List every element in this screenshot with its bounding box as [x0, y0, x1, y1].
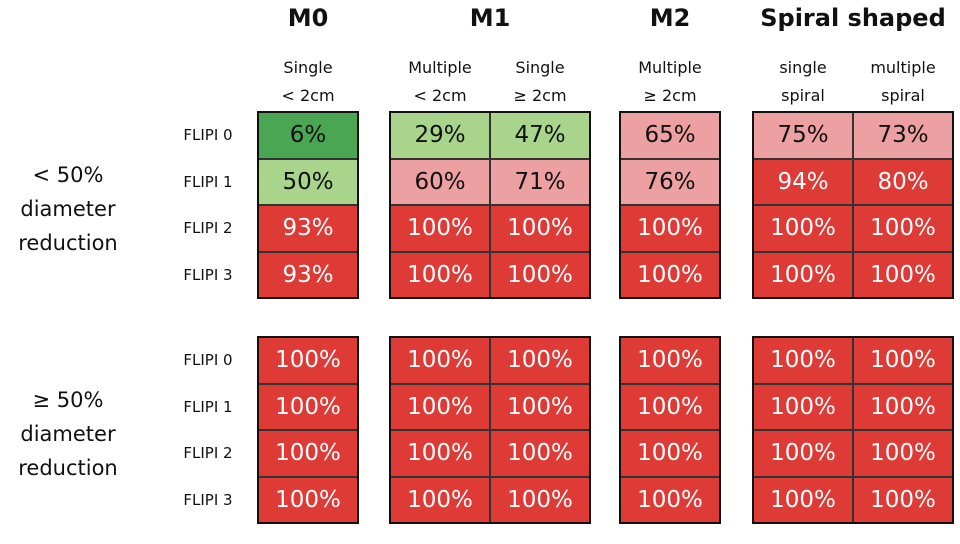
group-border — [257, 111, 359, 299]
cell: 71% — [490, 158, 590, 205]
column-header: < 2cm — [281, 86, 335, 105]
cell: 100% — [853, 251, 953, 298]
cell: 75% — [753, 112, 853, 159]
row-label: FLIPI 0 — [183, 351, 233, 369]
row-label: FLIPI 1 — [183, 397, 233, 416]
group-title: M2 — [649, 4, 691, 32]
section-label: ≥ 50% — [32, 388, 104, 412]
column-header: spiral — [881, 86, 925, 105]
cell: 60% — [390, 158, 490, 205]
cell: 100% — [390, 205, 490, 252]
row-label: FLIPI 0 — [183, 126, 233, 144]
cell: 100% — [853, 205, 953, 252]
row-label: FLIPI 2 — [183, 444, 233, 462]
cell: 80% — [853, 158, 953, 205]
cell: 100% — [753, 251, 853, 298]
cell: 100% — [753, 337, 853, 384]
cell: 100% — [490, 251, 590, 298]
column-header: spiral — [781, 86, 825, 105]
cell: 100% — [258, 383, 358, 430]
section-label: diameter — [20, 197, 116, 221]
cell: 47% — [490, 112, 590, 159]
cell: 73% — [853, 112, 953, 159]
cell: 100% — [620, 251, 720, 298]
section-label: diameter — [20, 422, 116, 446]
cell: 50% — [258, 158, 358, 205]
column-header: Single — [515, 58, 565, 77]
cell: 100% — [853, 476, 953, 523]
group-border — [619, 336, 721, 524]
cell: 100% — [490, 383, 590, 430]
cell: 100% — [390, 430, 490, 477]
row-label: FLIPI 1 — [183, 172, 233, 191]
column-header: < 2cm — [413, 86, 467, 105]
cell: 94% — [753, 158, 853, 205]
section-label: reduction — [18, 456, 118, 480]
cell: 93% — [258, 251, 358, 298]
cell: 100% — [753, 383, 853, 430]
group-title: M0 — [287, 4, 329, 32]
group-border — [257, 336, 359, 524]
column-header: Single — [283, 58, 333, 77]
cell: 100% — [490, 430, 590, 477]
row-label: FLIPI 2 — [183, 219, 233, 237]
cell: 100% — [753, 205, 853, 252]
cell: 100% — [490, 337, 590, 384]
cell: 100% — [620, 476, 720, 523]
group-border — [752, 111, 954, 299]
cell: 100% — [620, 337, 720, 384]
column-header: single — [779, 58, 827, 77]
cell: 100% — [620, 383, 720, 430]
column-header: ≥ 2cm — [513, 86, 567, 105]
cell: 100% — [390, 476, 490, 523]
row-label: FLIPI 3 — [183, 265, 233, 284]
cell: 100% — [853, 383, 953, 430]
cell: 100% — [258, 430, 358, 477]
cell: 100% — [258, 337, 358, 384]
group-border — [752, 336, 954, 524]
row-label: FLIPI 3 — [183, 490, 233, 509]
group-border — [389, 336, 591, 524]
column-header: ≥ 2cm — [643, 86, 697, 105]
cell: 100% — [390, 383, 490, 430]
column-header: Multiple — [408, 58, 472, 77]
cell: 6% — [258, 112, 358, 159]
group-border — [389, 111, 591, 299]
cell: 29% — [390, 112, 490, 159]
column-header: multiple — [870, 58, 936, 77]
column-header: Multiple — [638, 58, 702, 77]
group-title: Spiral shaped — [760, 4, 946, 32]
cell: 93% — [258, 205, 358, 252]
section-label: < 50% — [32, 163, 104, 187]
cell: 100% — [753, 430, 853, 477]
cell: 100% — [853, 337, 953, 384]
cell: 65% — [620, 112, 720, 159]
cell: 100% — [853, 430, 953, 477]
cell: 100% — [620, 430, 720, 477]
cell: 100% — [490, 205, 590, 252]
cell: 100% — [490, 476, 590, 523]
group-border — [619, 111, 721, 299]
group-title: M1 — [469, 4, 511, 32]
cell: 100% — [753, 476, 853, 523]
cell: 100% — [620, 205, 720, 252]
section-label: reduction — [18, 231, 118, 255]
